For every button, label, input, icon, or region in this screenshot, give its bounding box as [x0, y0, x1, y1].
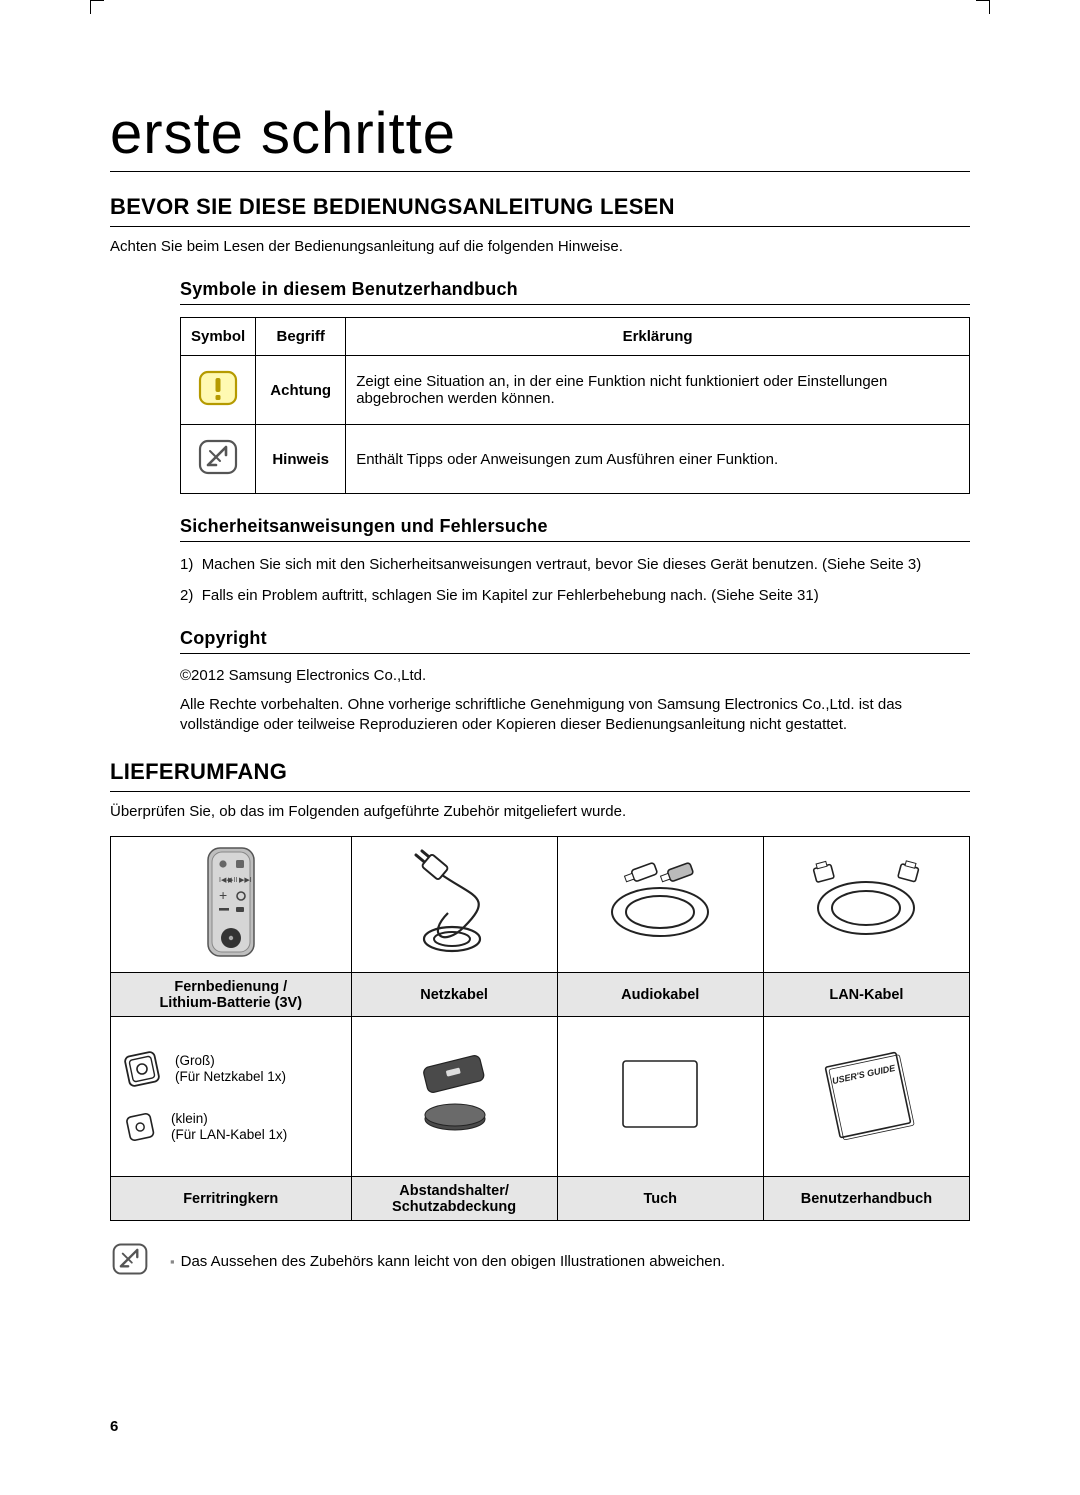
term-hinweis: Hinweis — [256, 425, 346, 494]
accessory-image-remote: I◀◀ ▶II ▶▶I + — [111, 837, 352, 973]
accessory-image-spacer — [351, 1017, 557, 1177]
accessory-label-remote: Fernbedienung / Lithium-Batterie (3V) — [111, 973, 352, 1017]
caution-icon — [196, 366, 240, 410]
list-item: 2) Falls ein Problem auftritt, schlagen … — [180, 585, 970, 606]
table-row: Achtung Zeigt eine Situation an, in der … — [181, 356, 970, 425]
accessory-image-manual: USER'S GUIDE — [763, 1017, 969, 1177]
svg-text:+: + — [219, 887, 227, 903]
svg-text:▶II: ▶II — [228, 877, 237, 884]
accessory-image-ferrite: (Groß)(Für Netzkabel 1x) (klein)(Für LAN… — [111, 1017, 352, 1177]
section-heading-scope: LIEFERUMFANG — [110, 759, 970, 792]
safety-list: 1) Machen Sie sich mit den Sicherheitsan… — [180, 554, 970, 606]
accessory-label-spacer: Abstandshalter/ Schutzabdeckung — [351, 1177, 557, 1221]
footnote-text: ▪Das Aussehen des Zubehörs kann leicht v… — [170, 1253, 725, 1270]
copyright-line1: ©2012 Samsung Electronics Co.,Ltd. — [180, 666, 970, 686]
svg-text:▶▶I: ▶▶I — [239, 877, 252, 884]
accessories-grid: I◀◀ ▶II ▶▶I + — [110, 836, 970, 1221]
list-item: 1) Machen Sie sich mit den Sicherheitsan… — [180, 554, 970, 575]
section-intro: Achten Sie beim Lesen der Bedienungsanle… — [110, 237, 970, 257]
th-symbol: Symbol — [181, 318, 256, 356]
footnote-row: ▪Das Aussehen des Zubehörs kann leicht v… — [110, 1239, 970, 1284]
accessory-image-power-cable — [351, 837, 557, 973]
subheading-symbols: Symbole in diesem Benutzerhandbuch — [180, 279, 970, 305]
accessory-image-audio-cable — [557, 837, 763, 973]
desc-achtung: Zeigt eine Situation an, in der eine Fun… — [346, 356, 970, 425]
subheading-copyright: Copyright — [180, 628, 970, 654]
accessory-image-lan-cable — [763, 837, 969, 973]
desc-hinweis: Enthält Tipps oder Anweisungen zum Ausfü… — [346, 425, 970, 494]
crop-mark-top-left — [90, 0, 104, 14]
table-row: Hinweis Enthält Tipps oder Anweisungen z… — [181, 425, 970, 494]
term-achtung: Achtung — [256, 356, 346, 425]
copyright-block: ©2012 Samsung Electronics Co.,Ltd. Alle … — [180, 666, 970, 735]
chapter-title: erste schritte — [110, 100, 970, 172]
note-icon — [196, 435, 240, 479]
copyright-line2: Alle Rechte vorbehalten. Ohne vorherige … — [180, 695, 970, 736]
ferrite-small-icon — [121, 1106, 163, 1148]
ferrite-large-icon — [121, 1046, 167, 1092]
accessory-label-ferrite: Ferritringkern — [111, 1177, 352, 1221]
th-term: Begriff — [256, 318, 346, 356]
accessory-label-manual: Benutzerhandbuch — [763, 1177, 969, 1221]
accessory-label-cloth: Tuch — [557, 1177, 763, 1221]
symbols-table: Symbol Begriff Erklärung — [180, 317, 970, 494]
page: erste schritte BEVOR SIE DIESE BEDIENUNG… — [0, 0, 1080, 1495]
section-heading-before-reading: BEVOR SIE DIESE BEDIENUNGSANLEITUNG LESE… — [110, 194, 970, 227]
crop-mark-top-right — [976, 0, 990, 14]
note-icon — [110, 1239, 150, 1284]
accessory-label-lan: LAN-Kabel — [763, 973, 969, 1017]
page-number: 6 — [110, 1418, 118, 1435]
accessory-image-cloth — [557, 1017, 763, 1177]
accessory-label-power: Netzkabel — [351, 973, 557, 1017]
th-desc: Erklärung — [346, 318, 970, 356]
accessory-label-audio: Audiokabel — [557, 973, 763, 1017]
scope-intro: Überprüfen Sie, ob das im Folgenden aufg… — [110, 802, 970, 822]
subheading-safety: Sicherheitsanweisungen und Fehlersuche — [180, 516, 970, 542]
